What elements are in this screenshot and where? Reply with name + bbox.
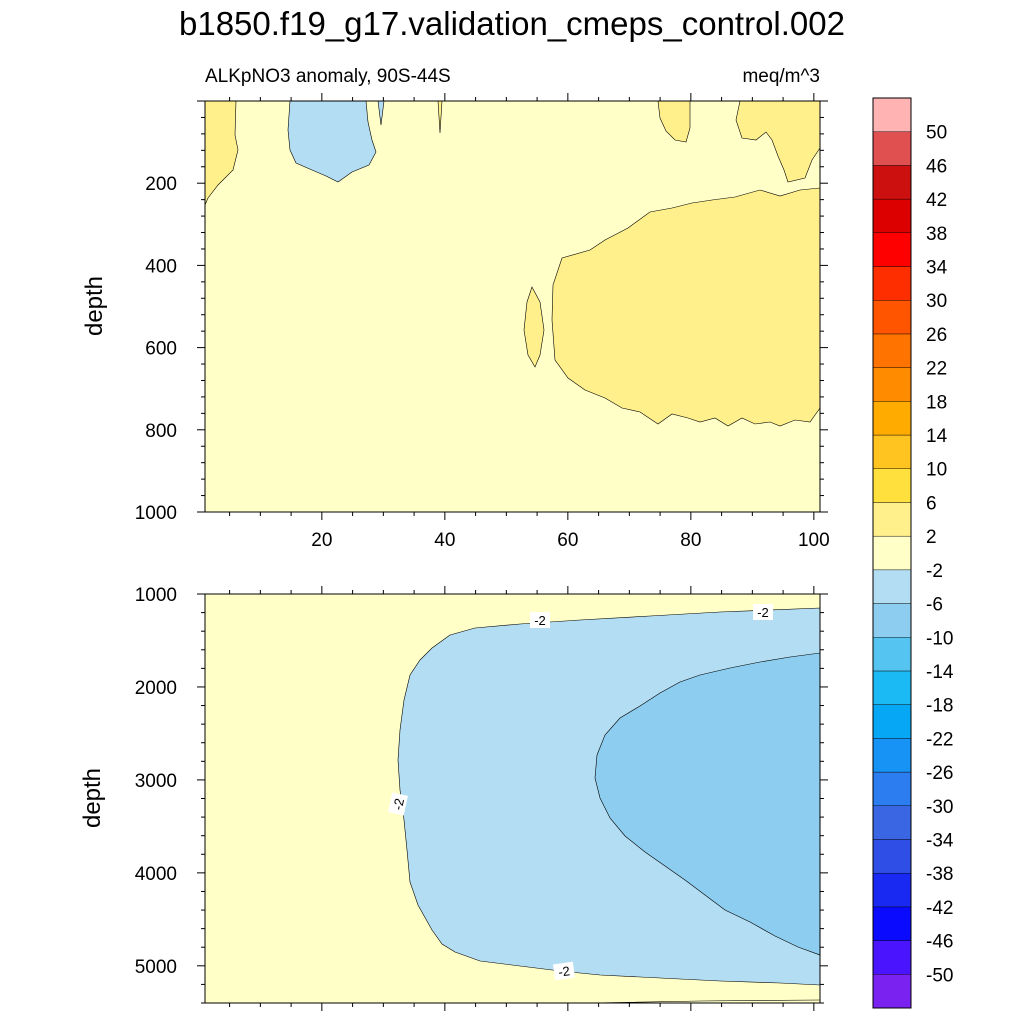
colorbar-swatch — [872, 434, 912, 469]
colorbar-label: -14 — [926, 662, 954, 683]
lower-panel: -2 -2 -2 -2 1000 2000 3000 4000 5000 depth — [79, 585, 828, 1011]
x-tick-label: 80 — [680, 530, 701, 551]
colorbar-label: 10 — [926, 460, 947, 481]
colorbar-label: -18 — [926, 696, 953, 717]
colorbar-swatch — [872, 131, 912, 166]
upper-cool-patch — [287, 101, 377, 183]
colorbar-swatch — [872, 165, 912, 200]
y-tick-label: 2000 — [135, 678, 177, 699]
colorbar-swatch — [872, 266, 912, 301]
colorbar-swatch — [872, 704, 912, 739]
colorbar-label: 46 — [926, 156, 947, 177]
colorbar-label: 14 — [926, 426, 948, 447]
upper-plot-frame — [204, 100, 821, 513]
upper-warm-lens — [523, 286, 545, 368]
colorbar-label: -34 — [926, 830, 954, 851]
y-tick-label: 4000 — [135, 864, 177, 885]
lower-deeper-cool-core — [594, 652, 820, 956]
colorbar-label: 50 — [926, 123, 947, 144]
colorbar-frame — [872, 97, 912, 1009]
colorbar-swatch — [872, 401, 912, 436]
colorbar-swatch — [872, 300, 912, 335]
colorbar-swatch — [872, 906, 912, 941]
contour-label-box-1 — [530, 612, 550, 628]
x-tick-label: 40 — [434, 530, 455, 551]
colorbar-label: -10 — [926, 628, 953, 649]
colorbar-swatch — [872, 502, 912, 537]
contour-label-3: -2 — [390, 797, 407, 811]
colorbar-label: -50 — [926, 965, 953, 986]
colorbar-label: 38 — [926, 224, 947, 245]
x-tick-label: 100 — [798, 530, 830, 551]
upper-panel: 20 40 60 80 100 200 400 600 800 1000 depth — [81, 93, 830, 551]
upper-warm-patch-mid — [657, 101, 691, 143]
colorbar-swatch — [872, 872, 912, 908]
units-label: meq/m^3 — [742, 66, 820, 87]
colorbar-label: 18 — [926, 392, 947, 413]
y-tick-label: 200 — [145, 174, 177, 195]
x-tick-label: 20 — [311, 530, 332, 551]
lower-axes: 1000 2000 3000 4000 5000 — [135, 585, 828, 1011]
lower-y-axis-label: depth — [79, 768, 106, 828]
x-tick-label: 60 — [557, 530, 578, 551]
colorbar-swatch — [872, 670, 912, 705]
contour-label-2: -2 — [757, 605, 769, 620]
colorbar-swatch — [872, 232, 912, 267]
upper-warm-sliver — [437, 101, 443, 134]
colorbar-swatch — [872, 738, 912, 773]
contour-label-box-2 — [753, 604, 773, 620]
colorbar-label: -42 — [926, 898, 953, 919]
colorbar-swatch — [872, 805, 912, 840]
colorbar-swatch — [872, 97, 912, 132]
colorbar-swatch — [872, 569, 912, 604]
variable-label: ALKpNO3 anomaly, 90S-44S — [205, 66, 451, 87]
upper-cool-sliver — [377, 101, 385, 126]
colorbar-swatch — [872, 974, 912, 1009]
colorbar-swatch — [872, 940, 912, 975]
figure-title: b1850.f19_g17.validation_cmeps_control.0… — [179, 5, 845, 42]
colorbar-label: -26 — [926, 763, 953, 784]
contour-label-box-3 — [388, 792, 408, 816]
colorbar-label: 6 — [926, 493, 937, 514]
upper-warm-patch-left — [205, 101, 239, 206]
colorbar-swatch — [872, 771, 912, 806]
contour-label-1: -2 — [534, 613, 546, 628]
colorbar-label: 34 — [926, 258, 948, 279]
y-tick-label: 1000 — [135, 503, 177, 524]
colorbar-label: -38 — [926, 864, 953, 885]
colorbar-label: -46 — [926, 932, 953, 953]
colorbar-label: 22 — [926, 359, 947, 380]
colorbar-label: 26 — [926, 325, 947, 346]
upper-axes: 20 40 60 80 100 200 400 600 800 1000 — [135, 93, 830, 551]
colorbar-swatch — [872, 603, 912, 638]
colorbar-label: 2 — [926, 527, 937, 548]
colorbar-swatch — [872, 468, 912, 503]
colorbar-label: -30 — [926, 797, 953, 818]
colorbar-swatch — [872, 839, 912, 874]
y-tick-label: 800 — [145, 421, 177, 442]
y-tick-label: 1000 — [135, 585, 177, 606]
contour-label-4: -2 — [557, 963, 571, 979]
colorbar-label: 42 — [926, 190, 947, 211]
colorbar-swatch — [872, 367, 912, 402]
colorbar-label: -6 — [926, 595, 943, 616]
y-tick-label: 600 — [145, 339, 177, 360]
upper-warm-core — [551, 187, 820, 427]
upper-y-axis-label: depth — [81, 276, 108, 336]
contour-label-box-4 — [552, 961, 576, 981]
upper-warm-patch-right — [735, 101, 820, 183]
lower-bottom-contour — [589, 999, 820, 1003]
y-tick-label: 5000 — [135, 957, 177, 978]
colorbar-label: -2 — [926, 561, 943, 582]
colorbar-label: -22 — [926, 729, 953, 750]
colorbar-swatch — [872, 333, 912, 368]
colorbar-swatch — [872, 198, 912, 234]
colorbar-swatch — [872, 637, 912, 672]
colorbar: -50-46-42-38-34-30-26-22-18-14-10-6-2261… — [872, 97, 954, 1009]
y-tick-label: 3000 — [135, 771, 177, 792]
colorbar-label: 30 — [926, 291, 947, 312]
colorbar-swatch — [872, 535, 912, 571]
y-tick-label: 400 — [145, 256, 177, 277]
